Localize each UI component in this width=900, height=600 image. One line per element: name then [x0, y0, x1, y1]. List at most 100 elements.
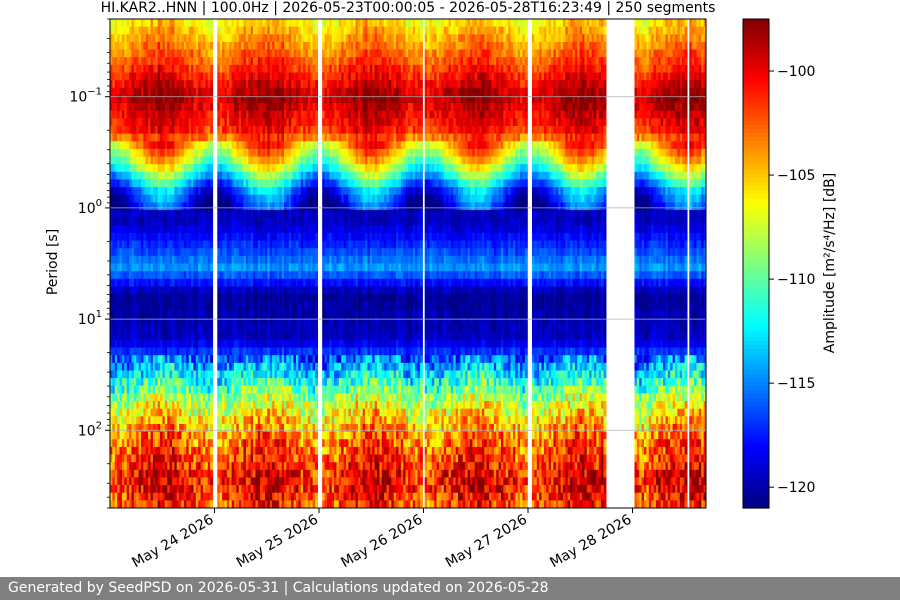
spectrogram-cell [110, 103, 113, 112]
spectrogram-cell [126, 309, 130, 318]
spectrogram-cell [162, 263, 166, 272]
spectrogram-cell [148, 431, 152, 440]
spectrogram-cell [119, 324, 123, 333]
spectrogram-cell [155, 339, 159, 349]
spectrogram-cell [136, 416, 140, 425]
spectrogram-cell [138, 423, 142, 433]
spectrogram-cell [129, 271, 133, 280]
spectrogram-cell [143, 34, 147, 43]
spectrogram-cell [160, 378, 164, 387]
spectrogram-cell [210, 423, 214, 433]
spectrogram-cell [145, 393, 149, 402]
spectrogram-cell [164, 26, 168, 35]
spectrogram-cell [138, 41, 142, 51]
spectrogram-cell [157, 362, 161, 372]
spectrogram-cell [124, 194, 128, 203]
spectrogram-cell [114, 156, 118, 165]
spectrogram-cell [129, 202, 133, 211]
spectrogram-cell [148, 118, 152, 127]
spectrogram-cell [148, 286, 152, 295]
spectrogram-cell [112, 355, 116, 364]
spectrogram-cell [133, 255, 137, 265]
spectrogram-cell [210, 294, 214, 303]
spectrogram-cell [126, 401, 130, 410]
spectrogram-cell [131, 339, 135, 349]
spectrogram-cell [129, 80, 133, 89]
spectrogram-cell [167, 95, 171, 104]
spectrogram-cell [133, 164, 137, 173]
spectrogram-cell [126, 194, 130, 203]
spectrogram-cell [148, 80, 152, 89]
spectrogram-cell [112, 454, 116, 463]
spectrogram-cell [157, 294, 161, 303]
spectrogram-cell [167, 148, 171, 158]
spectrogram-cell [140, 194, 144, 203]
spectrogram-cell [136, 87, 140, 97]
spectrogram-cell [210, 469, 214, 479]
spectrogram-cell [164, 232, 168, 242]
spectrogram-cell [110, 485, 113, 494]
spectrogram-cell [124, 80, 128, 89]
spectrogram-cell [129, 148, 133, 158]
spectrogram-cell [126, 492, 130, 501]
spectrogram-cell [157, 87, 161, 97]
spectrogram-cell [131, 485, 135, 494]
spectrogram-cell [129, 477, 133, 486]
spectrogram-cell [157, 370, 161, 379]
spectrogram-cell [148, 423, 152, 433]
spectrogram-cell [150, 446, 154, 456]
spectrogram-cell [121, 179, 125, 188]
spectrogram-cell [126, 500, 130, 508]
spectrogram-cell [121, 41, 125, 51]
spectrogram-cell [143, 72, 147, 81]
spectrogram-cell [126, 255, 130, 265]
spectrogram-cell [162, 324, 166, 333]
spectrogram-cell [133, 408, 137, 417]
spectrogram-cell [119, 393, 123, 402]
spectrogram-cell [155, 278, 159, 288]
spectrogram-cell [148, 263, 152, 272]
spectrogram-cell [110, 355, 113, 364]
spectrogram-cell [157, 72, 161, 81]
spectrogram-cell [155, 378, 159, 387]
spectrogram-cell [145, 347, 149, 356]
spectrogram-cell [119, 316, 123, 326]
spectrogram-cell [121, 401, 125, 410]
spectrogram-cell [119, 118, 123, 127]
spectrogram-cell [145, 378, 149, 387]
spectrogram-cell [160, 248, 164, 257]
spectrogram-cell [155, 347, 159, 356]
spectrogram-cell [110, 210, 113, 219]
spectrogram-cell [124, 187, 128, 196]
spectrogram-cell [119, 439, 123, 448]
spectrogram-cell [126, 217, 130, 226]
spectrogram-cell [152, 225, 156, 234]
spectrogram-cell [138, 301, 142, 310]
spectrogram-cell [121, 347, 125, 356]
spectrogram-cell [140, 309, 144, 318]
spectrogram-cell [145, 362, 149, 372]
spectrogram-cell [150, 301, 154, 310]
spectrogram-cell [160, 255, 164, 265]
spectrogram-cell [210, 225, 214, 234]
spectrogram-cell [126, 462, 130, 471]
spectrogram-cell [112, 339, 116, 349]
spectrogram-cell [117, 462, 121, 471]
spectrogram-cell [112, 156, 116, 165]
spectrogram-cell [138, 141, 142, 150]
spectrogram-cell [117, 95, 121, 104]
spectrogram-cell [119, 210, 123, 219]
spectrogram-cell [136, 309, 140, 318]
spectrogram-cell [117, 148, 121, 158]
spectrogram-cell [133, 49, 137, 58]
spectrogram-cell [150, 232, 154, 242]
spectrogram-cell [162, 485, 166, 494]
spectrogram-cell [117, 49, 121, 58]
spectrogram-cell [148, 393, 152, 402]
spectrogram-cell [148, 87, 152, 97]
spectrogram-cell [129, 164, 133, 173]
spectrogram-cell [162, 95, 166, 104]
spectrogram-cell [136, 271, 140, 280]
spectrogram-cell [136, 110, 140, 119]
spectrogram-cell [210, 141, 214, 150]
